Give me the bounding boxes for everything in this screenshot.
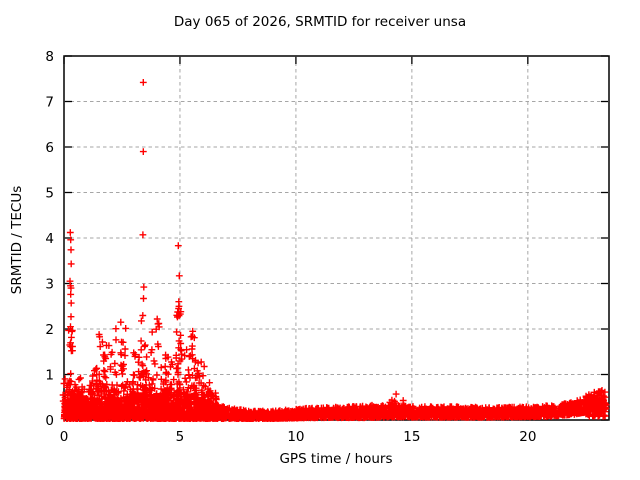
x-axis-label: GPS time / hours xyxy=(279,451,393,467)
y-tick-label: 2 xyxy=(45,322,54,338)
x-tick-label: 0 xyxy=(60,429,69,445)
scatter-points xyxy=(59,79,610,422)
y-tick-label: 0 xyxy=(45,413,54,429)
x-tick-label: 20 xyxy=(519,429,536,445)
y-tick-label: 5 xyxy=(45,186,54,202)
y-tick-label: 4 xyxy=(45,231,54,247)
x-tick-label: 15 xyxy=(403,429,420,445)
chart-title: Day 065 of 2026, SRMTID for receiver uns… xyxy=(173,14,467,30)
y-tick-label: 8 xyxy=(45,49,54,65)
y-tick-label: 6 xyxy=(45,140,54,156)
y-tick-label: 1 xyxy=(45,368,54,384)
y-tick-label: 3 xyxy=(45,277,54,293)
y-tick-label: 7 xyxy=(45,95,54,111)
x-tick-label: 10 xyxy=(287,429,304,445)
x-tick-label: 5 xyxy=(176,429,185,445)
